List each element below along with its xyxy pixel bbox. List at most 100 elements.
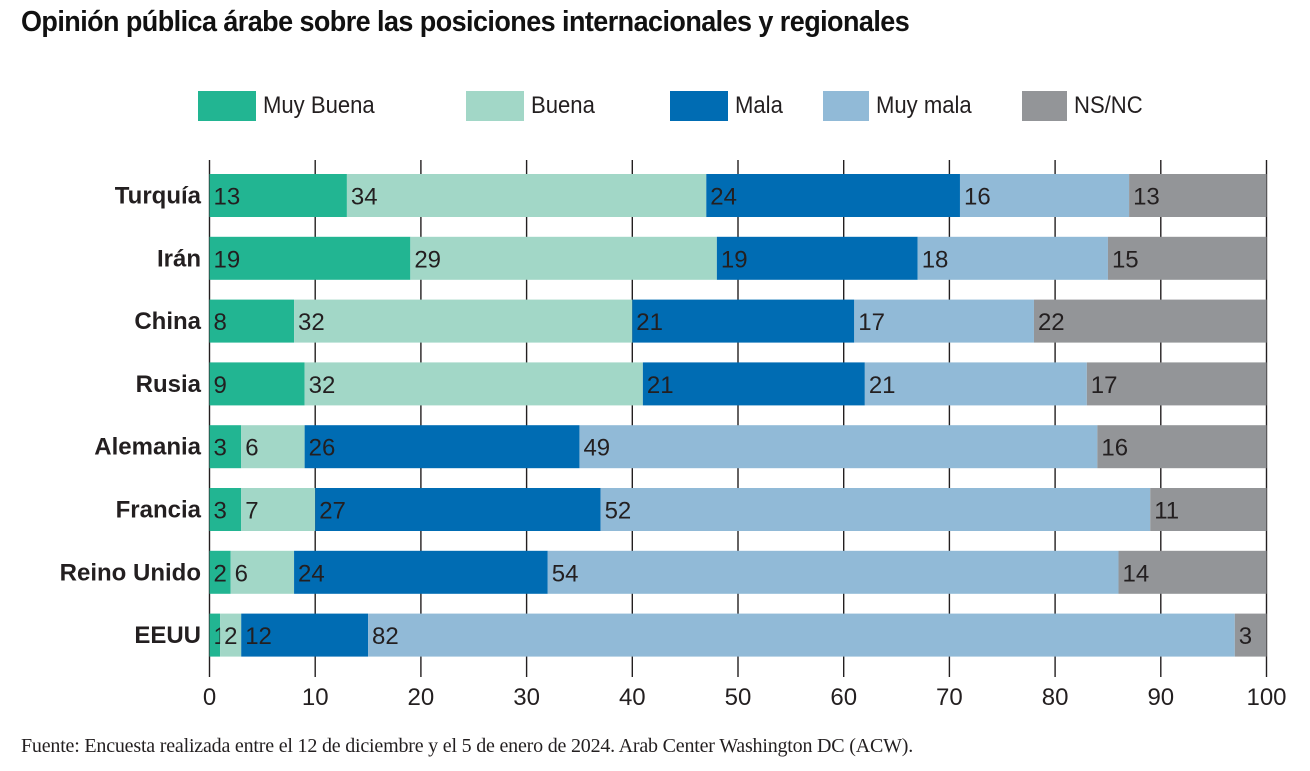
legend-item-mala: Mala (670, 91, 787, 121)
legend-swatch-ns-nc (1022, 91, 1067, 121)
value-label-china-muy-buena: 8 (214, 309, 227, 336)
x-tick-label-100: 100 (1246, 684, 1286, 711)
x-tick-label-0: 0 (203, 684, 216, 711)
value-label-rusia-mala: 21 (647, 372, 674, 399)
value-label-reino-unido-ns-nc: 14 (1123, 560, 1150, 587)
legend-label-muy-mala: Muy mala (876, 92, 972, 119)
value-label-turquía-ns-nc: 13 (1133, 184, 1160, 211)
bar-irán-buena (410, 236, 717, 280)
x-tick-label-10: 10 (302, 684, 329, 711)
value-label-china-muy-mala: 17 (858, 309, 885, 336)
bar-rusia-mala (642, 362, 865, 406)
bar-irán-muy-buena (209, 236, 411, 280)
value-label-rusia-muy-mala: 21 (869, 372, 896, 399)
bar-rusia-muy-mala (864, 362, 1087, 406)
source-note: Fuente: Encuesta realizada entre el 12 d… (21, 735, 914, 757)
bar-alemania-mala (304, 425, 580, 469)
legend-label-muy-buena: Muy Buena (263, 92, 375, 119)
bar-china-muy-buena (209, 299, 295, 343)
value-label-rusia-buena: 32 (309, 372, 336, 399)
value-label-eeuu-buena: 2 (224, 623, 237, 650)
value-label-francia-ns-nc: 11 (1154, 498, 1179, 525)
bar-francia-muy-buena (209, 488, 242, 531)
bar-francia-buena (241, 488, 316, 531)
bar-rusia-ns-nc (1086, 362, 1267, 406)
bar-turquía-muy-mala (959, 174, 1130, 217)
category-label-francia: Francia (116, 497, 202, 524)
bar-china-mala (632, 299, 855, 343)
value-label-reino-unido-muy-mala: 54 (552, 560, 579, 587)
bar-reino-unido-mala (294, 550, 548, 594)
x-tick-label-30: 30 (513, 684, 540, 711)
x-axis-tick-labels: 0 10 20 30 40 50 60 70 80 90 100 (203, 684, 1287, 711)
bar-eeuu-ns-nc (1234, 613, 1267, 657)
value-label-china-mala: 21 (636, 309, 663, 336)
value-label-alemania-mala: 26 (309, 435, 336, 462)
bar-reino-unido-ns-nc (1118, 550, 1267, 594)
value-label-alemania-muy-buena: 3 (214, 435, 227, 462)
bar-alemania-ns-nc (1097, 425, 1267, 469)
legend-item-muy-buena: Muy Buena (198, 91, 384, 121)
value-label-eeuu-mala: 12 (245, 623, 272, 650)
bar-turquía-muy-buena (209, 174, 347, 217)
value-label-rusia-ns-nc: 17 (1091, 372, 1118, 399)
value-label-china-ns-nc: 22 (1038, 309, 1065, 336)
category-label-alemania: Alemania (94, 434, 201, 461)
bar-francia-muy-mala (600, 488, 1151, 531)
value-label-turquía-mala: 24 (710, 184, 737, 211)
value-label-alemania-muy-mala: 49 (583, 435, 610, 462)
legend-label-mala: Mala (735, 92, 783, 119)
value-label-francia-muy-mala: 52 (605, 498, 632, 525)
bar-alemania-buena (241, 425, 305, 469)
bar-turquía-mala (706, 174, 960, 217)
legend-item-buena: Buena (466, 91, 600, 121)
bar-alemania-muy-buena (209, 425, 242, 469)
legend-label-buena: Buena (531, 92, 595, 119)
value-label-irán-mala: 19 (721, 246, 748, 273)
value-label-irán-buena: 29 (414, 246, 441, 273)
value-label-eeuu-ns-nc: 3 (1239, 623, 1252, 650)
x-tick-label-80: 80 (1042, 684, 1069, 711)
category-label-turquía: Turquía (115, 183, 202, 210)
category-label-reino-unido: Reino Unido (60, 559, 201, 586)
value-label-turquía-muy-mala: 16 (964, 184, 991, 211)
x-tick-label-20: 20 (408, 684, 435, 711)
x-tick-label-40: 40 (619, 684, 646, 711)
x-tick-label-60: 60 (830, 684, 857, 711)
bar-eeuu-muy-buena (209, 613, 221, 657)
bar-turquía-buena (346, 174, 707, 217)
bar-reino-unido-muy-mala (547, 550, 1119, 594)
x-tick-label-70: 70 (936, 684, 963, 711)
bar-irán-ns-nc (1107, 236, 1267, 280)
legend: Muy Buena Buena Mala Muy mala NS/NC (0, 91, 1310, 123)
value-label-turquía-muy-buena: 13 (214, 184, 241, 211)
value-label-francia-muy-buena: 3 (214, 498, 227, 525)
legend-item-ns-nc: NS/NC (1022, 91, 1149, 121)
category-label-eeuu: EEUU (134, 622, 201, 649)
bar-irán-mala (716, 236, 918, 280)
x-tick-label-90: 90 (1147, 684, 1174, 711)
bar-reino-unido-buena (230, 550, 295, 594)
value-label-irán-muy-buena: 19 (214, 246, 241, 273)
category-label-china: China (134, 308, 201, 335)
category-labels: Turquía Irán China Rusia Alemania Francia Rein… (60, 183, 202, 650)
bar-alemania-muy-mala (579, 425, 1098, 469)
bar-irán-muy-mala (917, 236, 1108, 280)
bar-rusia-buena (304, 362, 643, 406)
bar-rusia-muy-buena (209, 362, 305, 406)
bar-francia-ns-nc (1150, 488, 1267, 531)
bar-reino-unido-muy-buena (209, 550, 231, 594)
value-label-reino-unido-mala: 24 (298, 560, 325, 587)
value-label-alemania-buena: 6 (245, 435, 258, 462)
bar-china-muy-mala (854, 299, 1034, 343)
category-label-irán: Irán (157, 245, 201, 272)
chart-title: Opinión pública árabe sobre las posicion… (21, 6, 910, 38)
value-label-francia-mala: 27 (319, 498, 346, 525)
value-label-reino-unido-muy-buena: 2 (214, 560, 227, 587)
legend-swatch-muy-mala (823, 91, 869, 121)
legend-swatch-muy-buena (198, 91, 256, 121)
bar-china-buena (294, 299, 633, 343)
value-label-china-buena: 32 (298, 309, 325, 336)
